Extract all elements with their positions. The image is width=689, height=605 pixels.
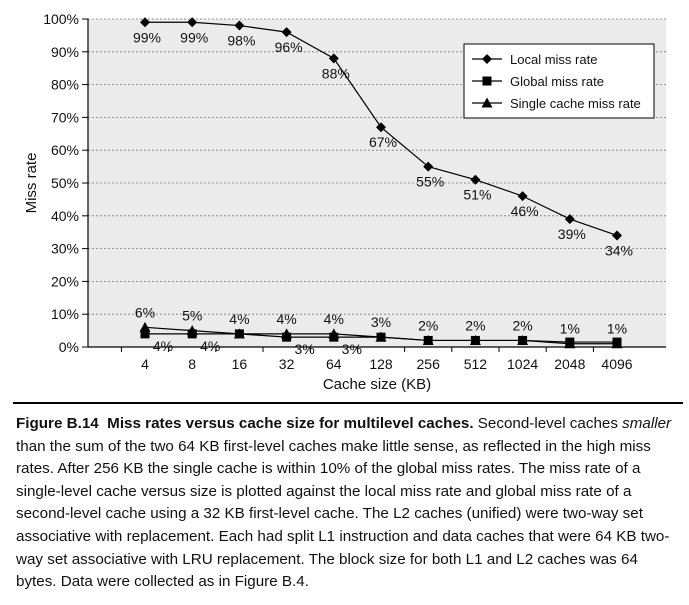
data-label: 2% — [465, 317, 485, 333]
y-tick-label: 0% — [59, 339, 79, 355]
y-tick-label: 30% — [51, 241, 79, 257]
caption-divider — [13, 402, 683, 404]
y-tick-label: 50% — [51, 175, 79, 191]
data-point — [186, 325, 198, 336]
data-point — [517, 334, 529, 345]
chart-svg: 0% 10% 20% 30% 40% 50% 60% 70% 80% 90% 100% 4 8 16 32 6… — [23, 11, 666, 393]
legend-marker — [481, 97, 493, 108]
data-point — [233, 328, 245, 339]
legend-label: Single cache miss rate — [510, 96, 641, 111]
y-tick-label: 40% — [51, 208, 79, 224]
data-label: 4% — [229, 311, 249, 327]
data-label: 99% — [180, 29, 208, 45]
legend-marker — [482, 54, 492, 64]
data-point — [328, 53, 339, 64]
data-point — [611, 338, 623, 349]
data-label: 4% — [276, 311, 296, 327]
x-tick-label: 32 — [279, 356, 295, 372]
y-tick-label: 90% — [51, 44, 79, 60]
x-axis-label: Cache size (KB) — [323, 376, 431, 393]
data-point — [422, 334, 434, 345]
series-single-cache-miss-rate: 6% 5% 4% 4% 4% 3% 2% 2% 2% 1% 1% — [135, 304, 627, 349]
data-label: 1% — [560, 321, 580, 337]
data-point — [376, 122, 386, 133]
data-label: 6% — [135, 304, 155, 320]
x-tick-label: 128 — [369, 356, 393, 372]
y-tick-label: 100% — [43, 11, 79, 27]
data-label: 88% — [322, 65, 350, 81]
data-label: 34% — [605, 242, 633, 258]
x-tick-label: 2048 — [554, 356, 585, 372]
x-tick-label: 8 — [188, 356, 196, 372]
chart-canvas: 0% 10% 20% 30% 40% 50% 60% 70% 80% 90% 100% 4 8 16 32 6… — [23, 11, 666, 393]
data-label: 3% — [371, 314, 391, 330]
data-label: 67% — [369, 134, 397, 150]
data-label: 98% — [227, 33, 255, 49]
figure-title: Miss rates versus cache size for multile… — [107, 415, 474, 432]
x-tick-label: 16 — [232, 356, 248, 372]
data-point — [234, 20, 245, 31]
figure-caption: Figure B.14 Miss rates versus cache size… — [16, 413, 674, 594]
caption-text-1: Second-level caches — [473, 415, 623, 432]
caption-text-2: than the sum of the two 64 KB first-leve… — [16, 437, 670, 591]
figure-label: Figure B.14 — [16, 415, 99, 432]
y-tick-label: 70% — [51, 109, 79, 125]
data-point — [469, 334, 481, 345]
data-label: 1% — [607, 321, 627, 337]
data-point — [140, 17, 150, 28]
y-tick-label: 10% — [51, 306, 79, 322]
data-label: 2% — [418, 317, 438, 333]
x-tick-label: 256 — [417, 356, 441, 372]
x-tick-label: 4 — [141, 356, 149, 372]
chart: 0% 10% 20% 30% 40% 50% 60% 70% 80% 90% 100% 4 8 16 32 6… — [23, 11, 666, 393]
y-tick-label: 20% — [51, 273, 79, 289]
data-point — [564, 214, 575, 225]
y-tick-label: 80% — [51, 77, 79, 93]
x-tick-label: 64 — [326, 356, 342, 372]
x-tick-label: 4096 — [601, 356, 632, 372]
data-label: 46% — [511, 203, 539, 219]
data-point — [564, 338, 576, 349]
data-point — [328, 328, 340, 339]
data-point — [187, 17, 198, 28]
data-point — [375, 331, 387, 342]
data-label: 5% — [182, 308, 202, 324]
data-label: 4% — [324, 311, 344, 327]
data-label: 39% — [558, 226, 586, 242]
legend-marker — [482, 76, 492, 86]
data-point — [281, 27, 292, 38]
y-axis-label: Miss rate — [23, 153, 40, 214]
data-point — [517, 191, 528, 202]
y-tick-label: 60% — [51, 142, 79, 158]
data-label: 55% — [416, 174, 444, 190]
legend-label: Global miss rate — [510, 74, 604, 89]
data-point — [140, 329, 150, 339]
data-label: 51% — [463, 187, 491, 203]
data-label: 2% — [512, 317, 532, 333]
legend: Local miss rate Global miss rate Single ca… — [463, 43, 655, 119]
x-tick-label: 512 — [464, 356, 488, 372]
data-label: 99% — [133, 29, 161, 45]
data-label: 4% — [153, 338, 173, 354]
data-point — [281, 328, 293, 339]
data-label: 3% — [342, 341, 362, 357]
data-point — [139, 321, 151, 332]
data-point — [470, 174, 481, 185]
legend-label: Local miss rate — [510, 52, 597, 67]
data-point — [612, 230, 622, 241]
data-point — [423, 161, 434, 172]
caption-emphasis: smaller — [622, 415, 672, 432]
data-label: 4% — [200, 338, 220, 354]
data-label: 3% — [294, 341, 314, 357]
data-label: 96% — [275, 39, 303, 55]
series-local-miss-rate: 99% 99% 98% 96% 88% 67% 55% 51% 46% 39% 34% — [133, 17, 633, 258]
x-tick-label: 1024 — [507, 356, 538, 372]
